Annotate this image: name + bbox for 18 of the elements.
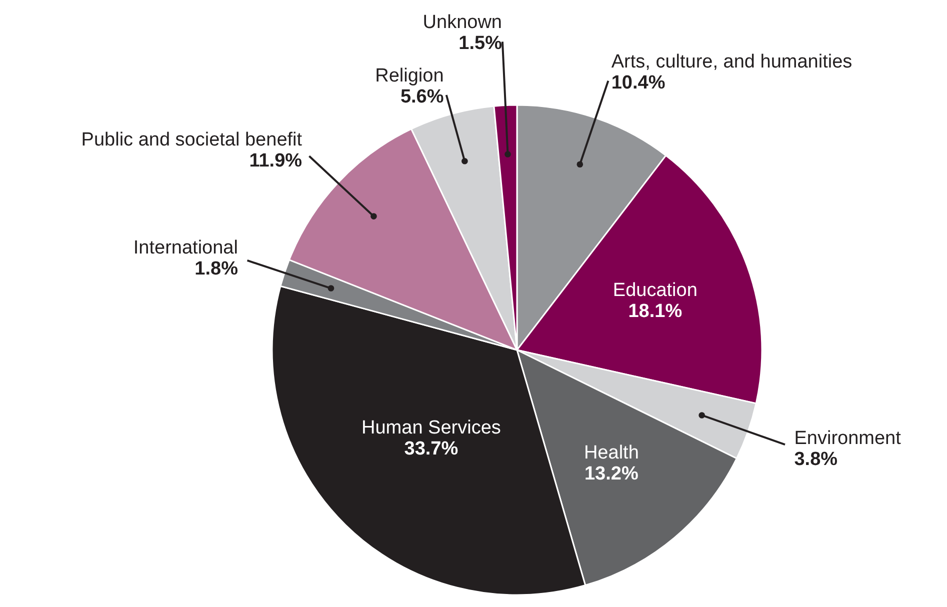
slice-label: Religion [375, 66, 444, 87]
slice-label: Public and societal benefit [81, 129, 303, 150]
slice-label: Health [584, 442, 639, 464]
data-label: 33.7% [404, 438, 458, 460]
slice-label: Arts, culture, and humanities [611, 52, 852, 73]
slice-label: Environment [794, 428, 902, 449]
slice-label: Human Services [362, 417, 501, 438]
slice-label: International [133, 237, 238, 258]
data-label: 1.5% [458, 32, 502, 54]
data-label: 11.9% [249, 150, 302, 172]
data-label: 13.2% [584, 464, 638, 485]
data-label: 18.1% [628, 300, 682, 322]
data-label: 10.4% [611, 72, 666, 94]
data-label: 1.8% [194, 258, 238, 280]
data-label: 3.8% [794, 448, 838, 470]
slice-label: Unknown [422, 12, 502, 33]
slice-label: Education [612, 280, 698, 301]
data-label: 5.6% [400, 86, 444, 108]
